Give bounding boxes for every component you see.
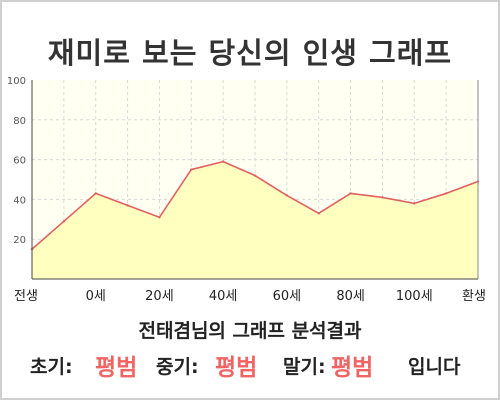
- data-point: [285, 194, 289, 197]
- x-tick-label: 80세: [336, 289, 365, 304]
- data-point: [190, 168, 193, 171]
- y-tick-label: 40: [13, 195, 26, 206]
- data-point: [126, 204, 129, 207]
- series-area: [32, 161, 478, 279]
- x-tick-label: 60세: [273, 289, 302, 304]
- verdict-suffix: 입니다: [408, 356, 461, 378]
- x-tick-label: 0세: [86, 289, 106, 304]
- data-point: [381, 196, 384, 199]
- y-tick-label: 20: [13, 235, 26, 246]
- chart-title: 재미로 보는 당신의 인생 그래프: [47, 36, 453, 70]
- x-tick-label: 20세: [145, 289, 174, 304]
- x-tick-label: 100세: [396, 289, 433, 304]
- data-point: [317, 212, 320, 215]
- data-point: [158, 216, 161, 219]
- data-point: [94, 192, 97, 195]
- data-point: [62, 220, 66, 223]
- x-tick-label: 40세: [209, 289, 238, 304]
- data-point: [221, 160, 225, 163]
- middle-label: 중기:: [156, 356, 199, 378]
- y-tick-label: 100: [7, 76, 26, 87]
- data-point: [253, 174, 257, 177]
- late-label: 말기:: [283, 356, 326, 378]
- early-label: 초기:: [30, 356, 73, 378]
- data-point: [444, 192, 448, 195]
- y-tick-label: 80: [13, 116, 26, 127]
- data-point: [413, 202, 416, 205]
- early-value: 평범: [95, 355, 138, 381]
- x-tick-label: 전생: [14, 289, 38, 304]
- y-tick-label: 60: [13, 156, 26, 167]
- data-point: [349, 192, 352, 195]
- x-tick-label: 환생: [462, 289, 486, 304]
- late-value: 평범: [331, 355, 374, 381]
- analysis-verdict: 초기: 평범 중기: 평범 말기: 평범 입니다: [0, 344, 500, 384]
- analysis-summary: 전태겸님의 그래프 분석결과: [138, 320, 362, 342]
- middle-value: 평범: [215, 355, 258, 381]
